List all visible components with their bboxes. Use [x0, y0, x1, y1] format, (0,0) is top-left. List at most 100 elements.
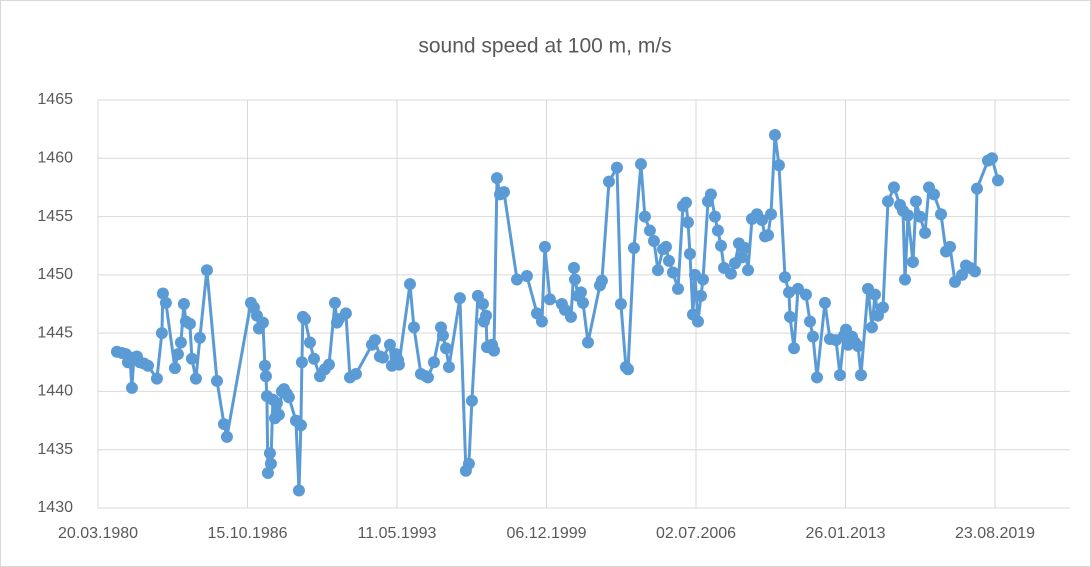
- data-point: [339, 307, 352, 320]
- data-point: [833, 369, 846, 382]
- data-point: [614, 298, 627, 310]
- data-point: [220, 430, 233, 443]
- data-point: [877, 301, 890, 314]
- x-tick-label: 23.08.2019: [955, 525, 1035, 542]
- data-point: [535, 315, 548, 328]
- data-point: [272, 408, 285, 421]
- data-point: [217, 418, 230, 431]
- data-point: [662, 254, 675, 267]
- data-point: [574, 286, 587, 299]
- data-point: [986, 152, 999, 165]
- data-point: [298, 313, 311, 326]
- data-point: [634, 158, 647, 171]
- data-point: [934, 208, 947, 221]
- data-point: [427, 356, 440, 369]
- data-point: [538, 240, 551, 253]
- y-tick-label: 1445: [37, 324, 73, 341]
- x-tick-label: 06.12.1999: [506, 525, 586, 542]
- data-point: [955, 268, 968, 281]
- data-point: [694, 289, 707, 302]
- data-point: [778, 271, 791, 284]
- data-point: [852, 339, 865, 352]
- data-point: [621, 363, 634, 376]
- data-point: [368, 334, 381, 347]
- data-point: [168, 362, 181, 375]
- data-point: [711, 224, 724, 237]
- data-point: [666, 266, 679, 279]
- data-point: [581, 336, 594, 349]
- data-point: [292, 484, 305, 497]
- y-tick-label: 1430: [37, 499, 73, 516]
- data-point: [638, 210, 651, 223]
- chart-title: sound speed at 100 m, m/s: [418, 35, 671, 58]
- data-point: [691, 315, 704, 328]
- data-point: [762, 229, 775, 242]
- x-tick-label: 02.07.2006: [656, 525, 736, 542]
- data-point: [156, 287, 169, 300]
- y-tick-label: 1460: [37, 150, 73, 167]
- data-point: [442, 360, 455, 373]
- data-point: [439, 342, 452, 355]
- data-point: [928, 188, 941, 201]
- data-point: [183, 317, 196, 330]
- x-tick-label: 11.05.1993: [358, 525, 437, 542]
- data-point: [264, 457, 277, 470]
- data-point: [453, 292, 466, 305]
- data-point: [887, 181, 900, 194]
- y-tick-label: 1450: [37, 266, 73, 283]
- data-point: [349, 367, 362, 380]
- data-point: [307, 352, 320, 365]
- data-point: [783, 310, 796, 323]
- data-point: [462, 457, 475, 470]
- data-point: [901, 209, 914, 222]
- data-point: [392, 358, 405, 371]
- data-point: [787, 342, 800, 355]
- data-point: [768, 128, 781, 141]
- data-point: [270, 397, 283, 410]
- data-point: [647, 235, 660, 248]
- data-point: [602, 175, 615, 188]
- data-point: [919, 226, 932, 239]
- data-point: [497, 186, 510, 199]
- data-point: [155, 327, 168, 340]
- data-point: [567, 261, 580, 274]
- data-point: [679, 196, 692, 209]
- data-point: [263, 447, 276, 460]
- data-point: [914, 210, 927, 223]
- data-point: [282, 391, 295, 404]
- data-point: [465, 394, 478, 407]
- data-point: [159, 296, 172, 309]
- data-point: [303, 336, 316, 349]
- data-point: [772, 159, 785, 172]
- data-point: [944, 240, 957, 253]
- data-point: [383, 338, 396, 351]
- data-point: [487, 344, 500, 357]
- data-point: [738, 242, 751, 255]
- data-point: [510, 273, 523, 286]
- data-point: [125, 381, 138, 394]
- data-point: [256, 316, 269, 329]
- data-point: [991, 174, 1004, 187]
- data-point: [210, 374, 223, 387]
- data-point: [681, 216, 694, 229]
- data-point: [564, 310, 577, 323]
- data-point: [480, 309, 493, 322]
- data-point: [407, 321, 420, 334]
- data-point: [259, 370, 272, 383]
- data-point: [818, 296, 831, 309]
- y-tick-label: 1455: [37, 208, 73, 225]
- data-point: [150, 372, 163, 385]
- data-point: [868, 288, 881, 301]
- data-point: [855, 369, 868, 382]
- data-point: [799, 288, 812, 301]
- data-point: [185, 352, 198, 365]
- data-point: [193, 331, 206, 344]
- data-point: [627, 242, 640, 255]
- data-point: [806, 330, 819, 343]
- data-point: [881, 195, 894, 208]
- data-point: [171, 348, 184, 361]
- data-point: [189, 372, 202, 385]
- data-point: [714, 239, 727, 252]
- data-point: [610, 161, 623, 174]
- data-point: [865, 321, 878, 334]
